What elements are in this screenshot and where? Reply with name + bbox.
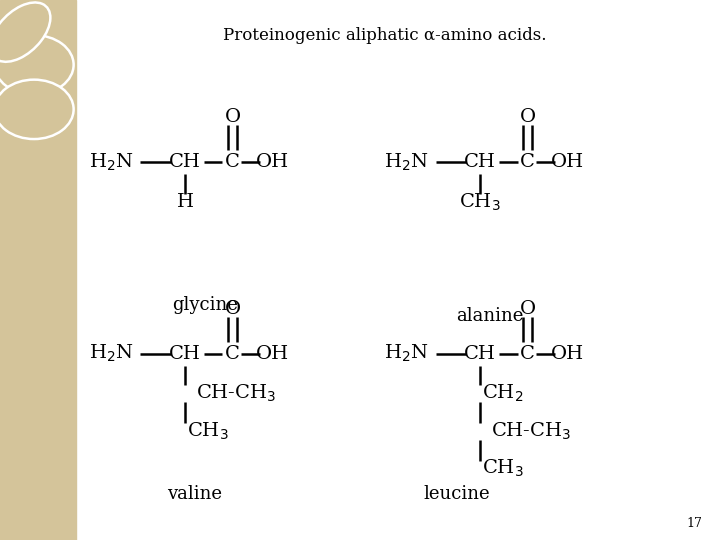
Text: C: C xyxy=(225,345,240,363)
Text: CH-CH$_3$: CH-CH$_3$ xyxy=(491,420,571,442)
Text: CH: CH xyxy=(464,153,496,171)
Text: 17: 17 xyxy=(686,517,702,530)
Text: C: C xyxy=(521,153,535,171)
Text: Proteinogenic aliphatic α-amino acids.: Proteinogenic aliphatic α-amino acids. xyxy=(223,26,547,44)
Text: O: O xyxy=(225,108,240,126)
Text: H$_2$N: H$_2$N xyxy=(384,151,429,173)
Text: alanine: alanine xyxy=(456,307,523,325)
Text: CH-CH$_3$: CH-CH$_3$ xyxy=(196,382,276,404)
Text: H$_2$N: H$_2$N xyxy=(89,343,134,364)
Text: O: O xyxy=(225,300,240,318)
Text: glycine: glycine xyxy=(172,296,238,314)
Text: H: H xyxy=(176,193,194,211)
Text: CH$_3$: CH$_3$ xyxy=(187,420,229,442)
Text: H$_2$N: H$_2$N xyxy=(89,151,134,173)
Text: O: O xyxy=(520,108,536,126)
Bar xyxy=(0,0,76,540)
Text: CH: CH xyxy=(169,153,201,171)
Text: OH: OH xyxy=(551,345,584,363)
Ellipse shape xyxy=(0,3,50,62)
Text: C: C xyxy=(225,153,240,171)
Text: CH$_2$: CH$_2$ xyxy=(482,382,523,404)
Text: valine: valine xyxy=(167,485,222,503)
Text: H$_2$N: H$_2$N xyxy=(384,343,429,364)
Text: OH: OH xyxy=(256,345,289,363)
Text: C: C xyxy=(521,345,535,363)
Text: O: O xyxy=(520,300,536,318)
Circle shape xyxy=(0,35,73,94)
Text: CH$_3$: CH$_3$ xyxy=(482,458,524,480)
Text: leucine: leucine xyxy=(424,485,490,503)
Circle shape xyxy=(0,80,73,139)
Text: CH$_3$: CH$_3$ xyxy=(459,192,501,213)
Text: CH: CH xyxy=(464,345,496,363)
Text: CH: CH xyxy=(169,345,201,363)
Text: OH: OH xyxy=(256,153,289,171)
Text: OH: OH xyxy=(551,153,584,171)
